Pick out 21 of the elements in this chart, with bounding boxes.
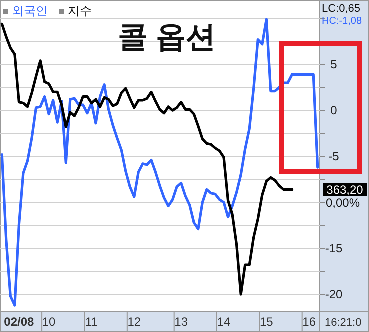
x-tick-label: 10 <box>42 315 56 329</box>
y-tick-label: -5 <box>328 150 340 164</box>
text: 16:21:0 <box>325 317 362 329</box>
x-tick-label: 02/08 <box>4 315 35 329</box>
text: 콜 옵션 <box>118 21 216 54</box>
y-tick-label: -15 <box>325 242 343 256</box>
x-tick-label: 16 <box>302 315 316 329</box>
text: LC:0,65 <box>322 3 361 15</box>
y-tick-label: 5 <box>330 58 338 72</box>
x-tick-label: 13 <box>174 315 188 329</box>
text: 외국인 <box>12 4 48 18</box>
text: 363,20 <box>326 183 364 197</box>
text: 지수 <box>68 4 92 18</box>
x-tick-label: 15 <box>260 315 274 329</box>
text: 0,00% <box>326 196 360 210</box>
x-tick-label: 12 <box>128 315 142 329</box>
y-tick-label: -20 <box>325 288 343 302</box>
text: HC:-1,08 <box>322 16 362 27</box>
x-tick-label: 14 <box>217 315 231 329</box>
y-tick-label: 0 <box>330 104 338 118</box>
x-tick-label: 11 <box>86 315 98 329</box>
